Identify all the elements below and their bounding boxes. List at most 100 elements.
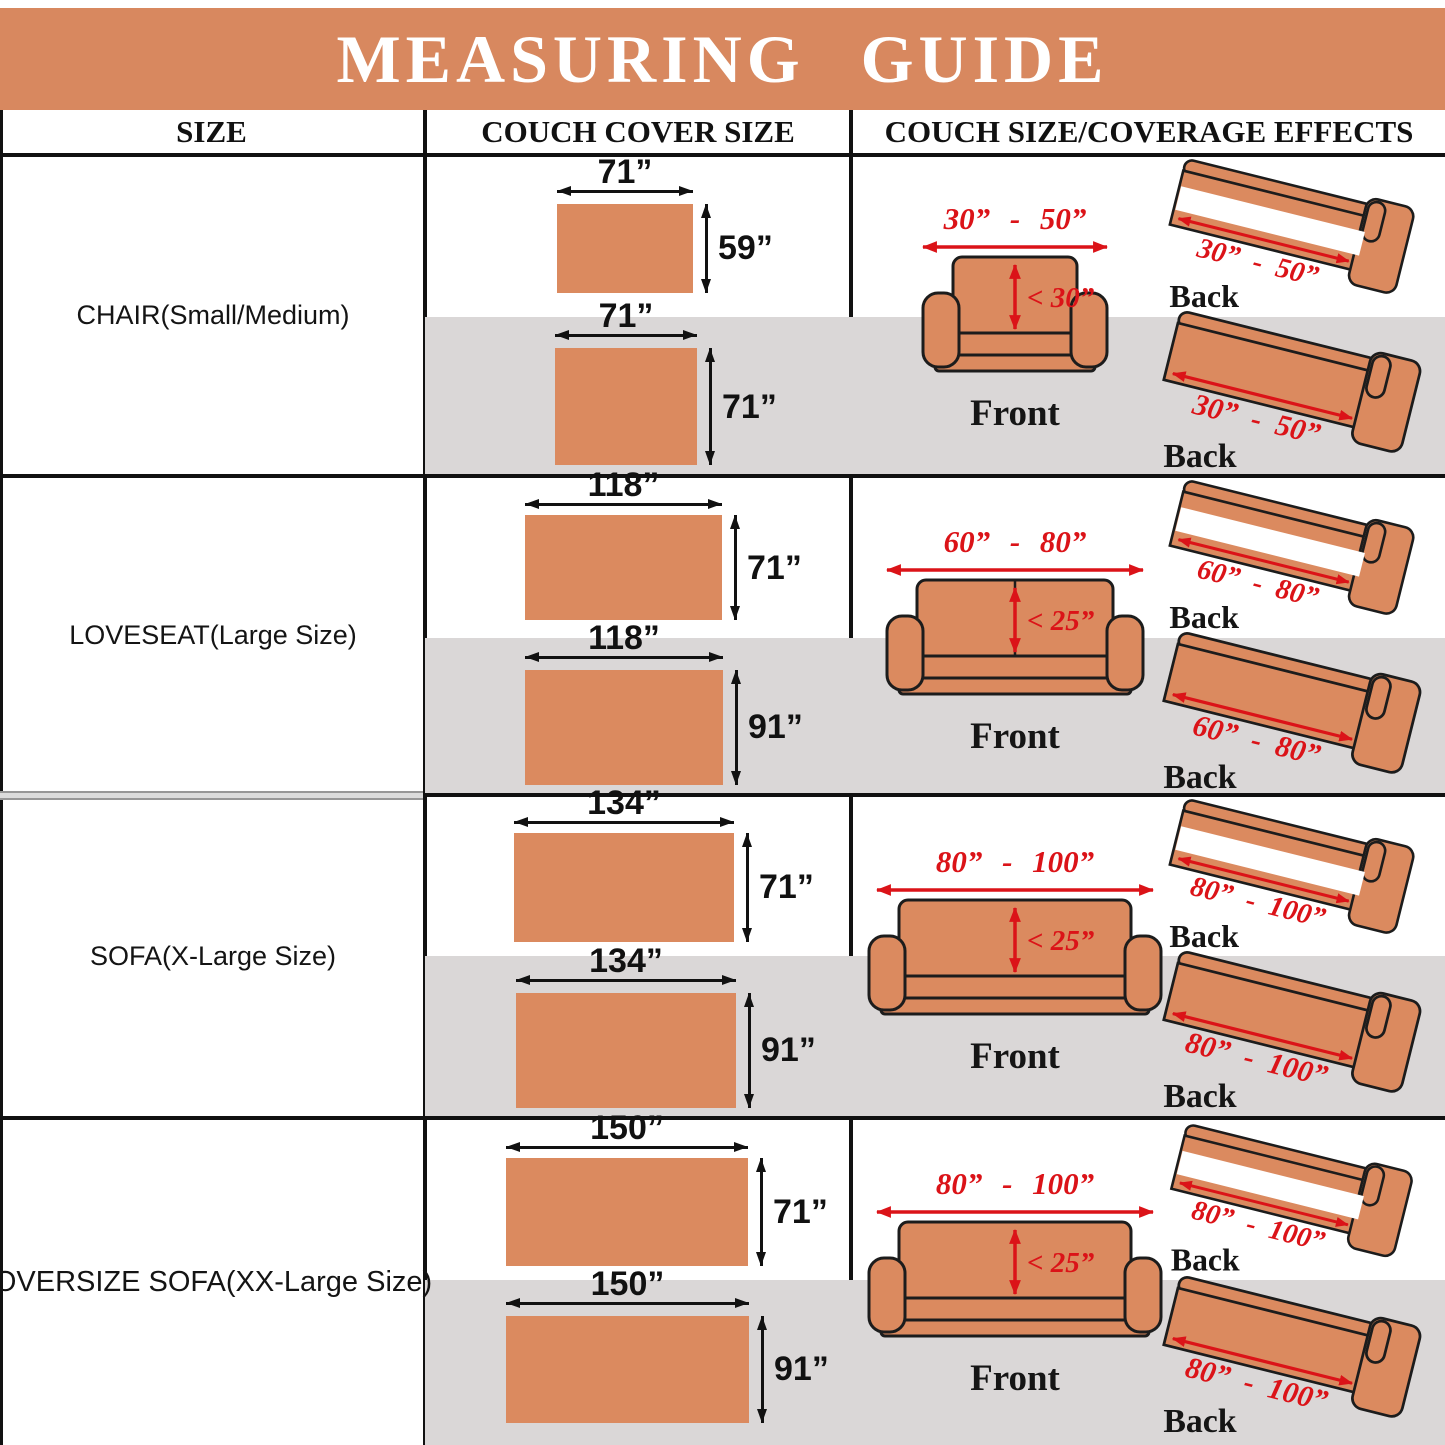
cover-rectangle xyxy=(506,1158,748,1266)
back-sofa-figure-partial: 60” - 80” Back xyxy=(1168,480,1415,635)
cover-width-label: 71” xyxy=(598,297,654,335)
table-row: SOFA(X-Large Size) 134” 71” 134” 91” 80”… xyxy=(0,785,1445,1116)
cover-height-label: 71” xyxy=(747,549,802,587)
back-caption: Back xyxy=(1163,1403,1236,1440)
front-caption: Front xyxy=(970,1036,1060,1077)
back-caption: Back xyxy=(1169,918,1239,954)
back-range-arrow xyxy=(1171,692,1354,742)
page-title: MEASURING GUIDE xyxy=(336,20,1109,97)
height-arrow xyxy=(705,348,715,465)
back-caption: Back xyxy=(1163,1078,1236,1115)
back-sofa-figure-covered: 80” - 100” Back xyxy=(1162,1275,1422,1440)
width-arrow xyxy=(555,330,697,340)
cover-rectangle xyxy=(555,348,697,465)
cover-width-label: 71” xyxy=(597,153,653,191)
row-border-3 xyxy=(0,1116,1445,1120)
back-sofa-figure-covered: 60” - 80” Back xyxy=(1162,631,1422,796)
front-caption: Front xyxy=(970,1358,1060,1399)
width-arrow xyxy=(525,652,723,662)
cover-width-label: 118” xyxy=(587,466,660,504)
cover-width-label: 118” xyxy=(588,619,660,657)
cover-width-label: 134” xyxy=(589,942,663,980)
front-range-label: 60” - 80” xyxy=(944,524,1087,559)
cover-rectangle xyxy=(525,515,722,620)
width-arrow xyxy=(516,975,736,985)
back-sofa-figure-partial: 80” - 100” Back xyxy=(1168,799,1415,954)
back-sofa-figure-partial: 80” - 100” Back xyxy=(1169,1124,1413,1277)
width-arrow xyxy=(506,1298,749,1308)
back-range-arrow xyxy=(1171,1336,1354,1386)
back-sofa-figure-covered: 30” - 50” Back xyxy=(1162,310,1422,475)
column-header-cover-size: COUCH COVER SIZE xyxy=(481,113,795,149)
front-sofa-figure: 80” - 100” < 25” Front xyxy=(867,844,1163,1077)
front-sofa-figure: 60” - 80” < 25” Front xyxy=(885,524,1145,757)
front-sofa-figure: 30” - 50” < 30” Front xyxy=(921,201,1109,434)
back-height-label: < 25” xyxy=(1027,605,1095,637)
back-height-label: < 25” xyxy=(1027,925,1095,957)
header-bottom-border xyxy=(0,153,1445,157)
width-arrow xyxy=(557,186,693,196)
back-range-arrow xyxy=(1178,1180,1349,1227)
size-label: CHAIR(Small/Medium) xyxy=(76,300,350,330)
cover-width-label: 134” xyxy=(587,784,661,822)
column-header-coverage: COUCH SIZE/COVERAGE EFFECTS xyxy=(884,113,1414,149)
size-label: LOVESEAT(Large Size) xyxy=(69,620,357,650)
cover-rectangle xyxy=(514,833,734,942)
front-range-label: 30” - 50” xyxy=(943,201,1087,236)
height-arrow xyxy=(730,515,740,620)
cover-height-label: 71” xyxy=(773,1193,828,1231)
cover-height-label: 71” xyxy=(759,868,814,906)
cover-height-label: 71” xyxy=(722,388,777,426)
table-row: LOVESEAT(Large Size) 118” 71” 118” 91” 6… xyxy=(0,467,1445,796)
width-arrow xyxy=(525,499,722,509)
height-arrow xyxy=(756,1158,766,1266)
back-range-arrow xyxy=(1177,537,1350,585)
back-caption: Back xyxy=(1163,759,1236,796)
back-caption: Back xyxy=(1169,599,1239,635)
cover-rectangle xyxy=(516,993,736,1108)
cover-height-label: 59” xyxy=(718,229,773,267)
back-range-arrow xyxy=(1171,371,1354,421)
front-caption: Front xyxy=(970,716,1060,757)
table-row: CHAIR(Small/Medium) 71” 59” 71” 71” 30” … xyxy=(0,153,1445,475)
cover-height-label: 91” xyxy=(748,708,803,746)
cover-height-label: 91” xyxy=(774,1350,829,1388)
size-label: OVERSIZE SOFA(XX-Large Size) xyxy=(0,1266,433,1298)
height-arrow xyxy=(701,204,711,293)
cover-width-label: 150” xyxy=(590,1109,664,1147)
cover-rectangle xyxy=(557,204,693,293)
row-border-1 xyxy=(0,474,1445,478)
width-arrow xyxy=(506,1142,748,1152)
table-header: SIZE COUCH COVER SIZE COUCH SIZE/COVERAG… xyxy=(0,110,1445,153)
front-caption: Front xyxy=(970,393,1060,434)
width-arrow xyxy=(514,817,734,827)
back-height-label: < 25” xyxy=(1027,1247,1095,1279)
size-label: SOFA(X-Large Size) xyxy=(89,941,337,971)
back-height-label: < 30” xyxy=(1027,282,1095,314)
height-arrow xyxy=(742,833,752,942)
back-caption: Back xyxy=(1169,278,1239,314)
height-arrow xyxy=(744,993,754,1108)
back-sofa-figure-partial: 30” - 50” Back xyxy=(1168,159,1415,314)
table-row: OVERSIZE SOFA(XX-Large Size) 150” 71” 15… xyxy=(0,1110,1445,1445)
table-left-border xyxy=(0,110,3,1445)
front-range-label: 80” - 100” xyxy=(936,844,1094,879)
back-caption: Back xyxy=(1163,438,1236,475)
cover-width-label: 150” xyxy=(590,1265,665,1303)
front-range-label: 80” - 100” xyxy=(936,1166,1094,1201)
cover-rectangle xyxy=(506,1316,749,1423)
cover-height-label: 91” xyxy=(761,1031,816,1069)
back-sofa-figure-covered: 80” - 100” Back xyxy=(1162,950,1422,1115)
title-banner: MEASURING GUIDE xyxy=(0,8,1445,110)
divider-groove-bar xyxy=(0,791,423,800)
column-header-size: SIZE xyxy=(176,113,247,149)
back-range-arrow xyxy=(1171,1011,1354,1061)
height-arrow xyxy=(757,1316,767,1423)
cover-rectangle xyxy=(525,670,723,785)
back-range-arrow xyxy=(1177,856,1350,904)
back-caption: Back xyxy=(1171,1242,1240,1277)
front-sofa-figure: 80” - 100” < 25” Front xyxy=(867,1166,1163,1399)
row-border-2 xyxy=(425,793,1445,797)
back-range-arrow xyxy=(1177,216,1350,264)
